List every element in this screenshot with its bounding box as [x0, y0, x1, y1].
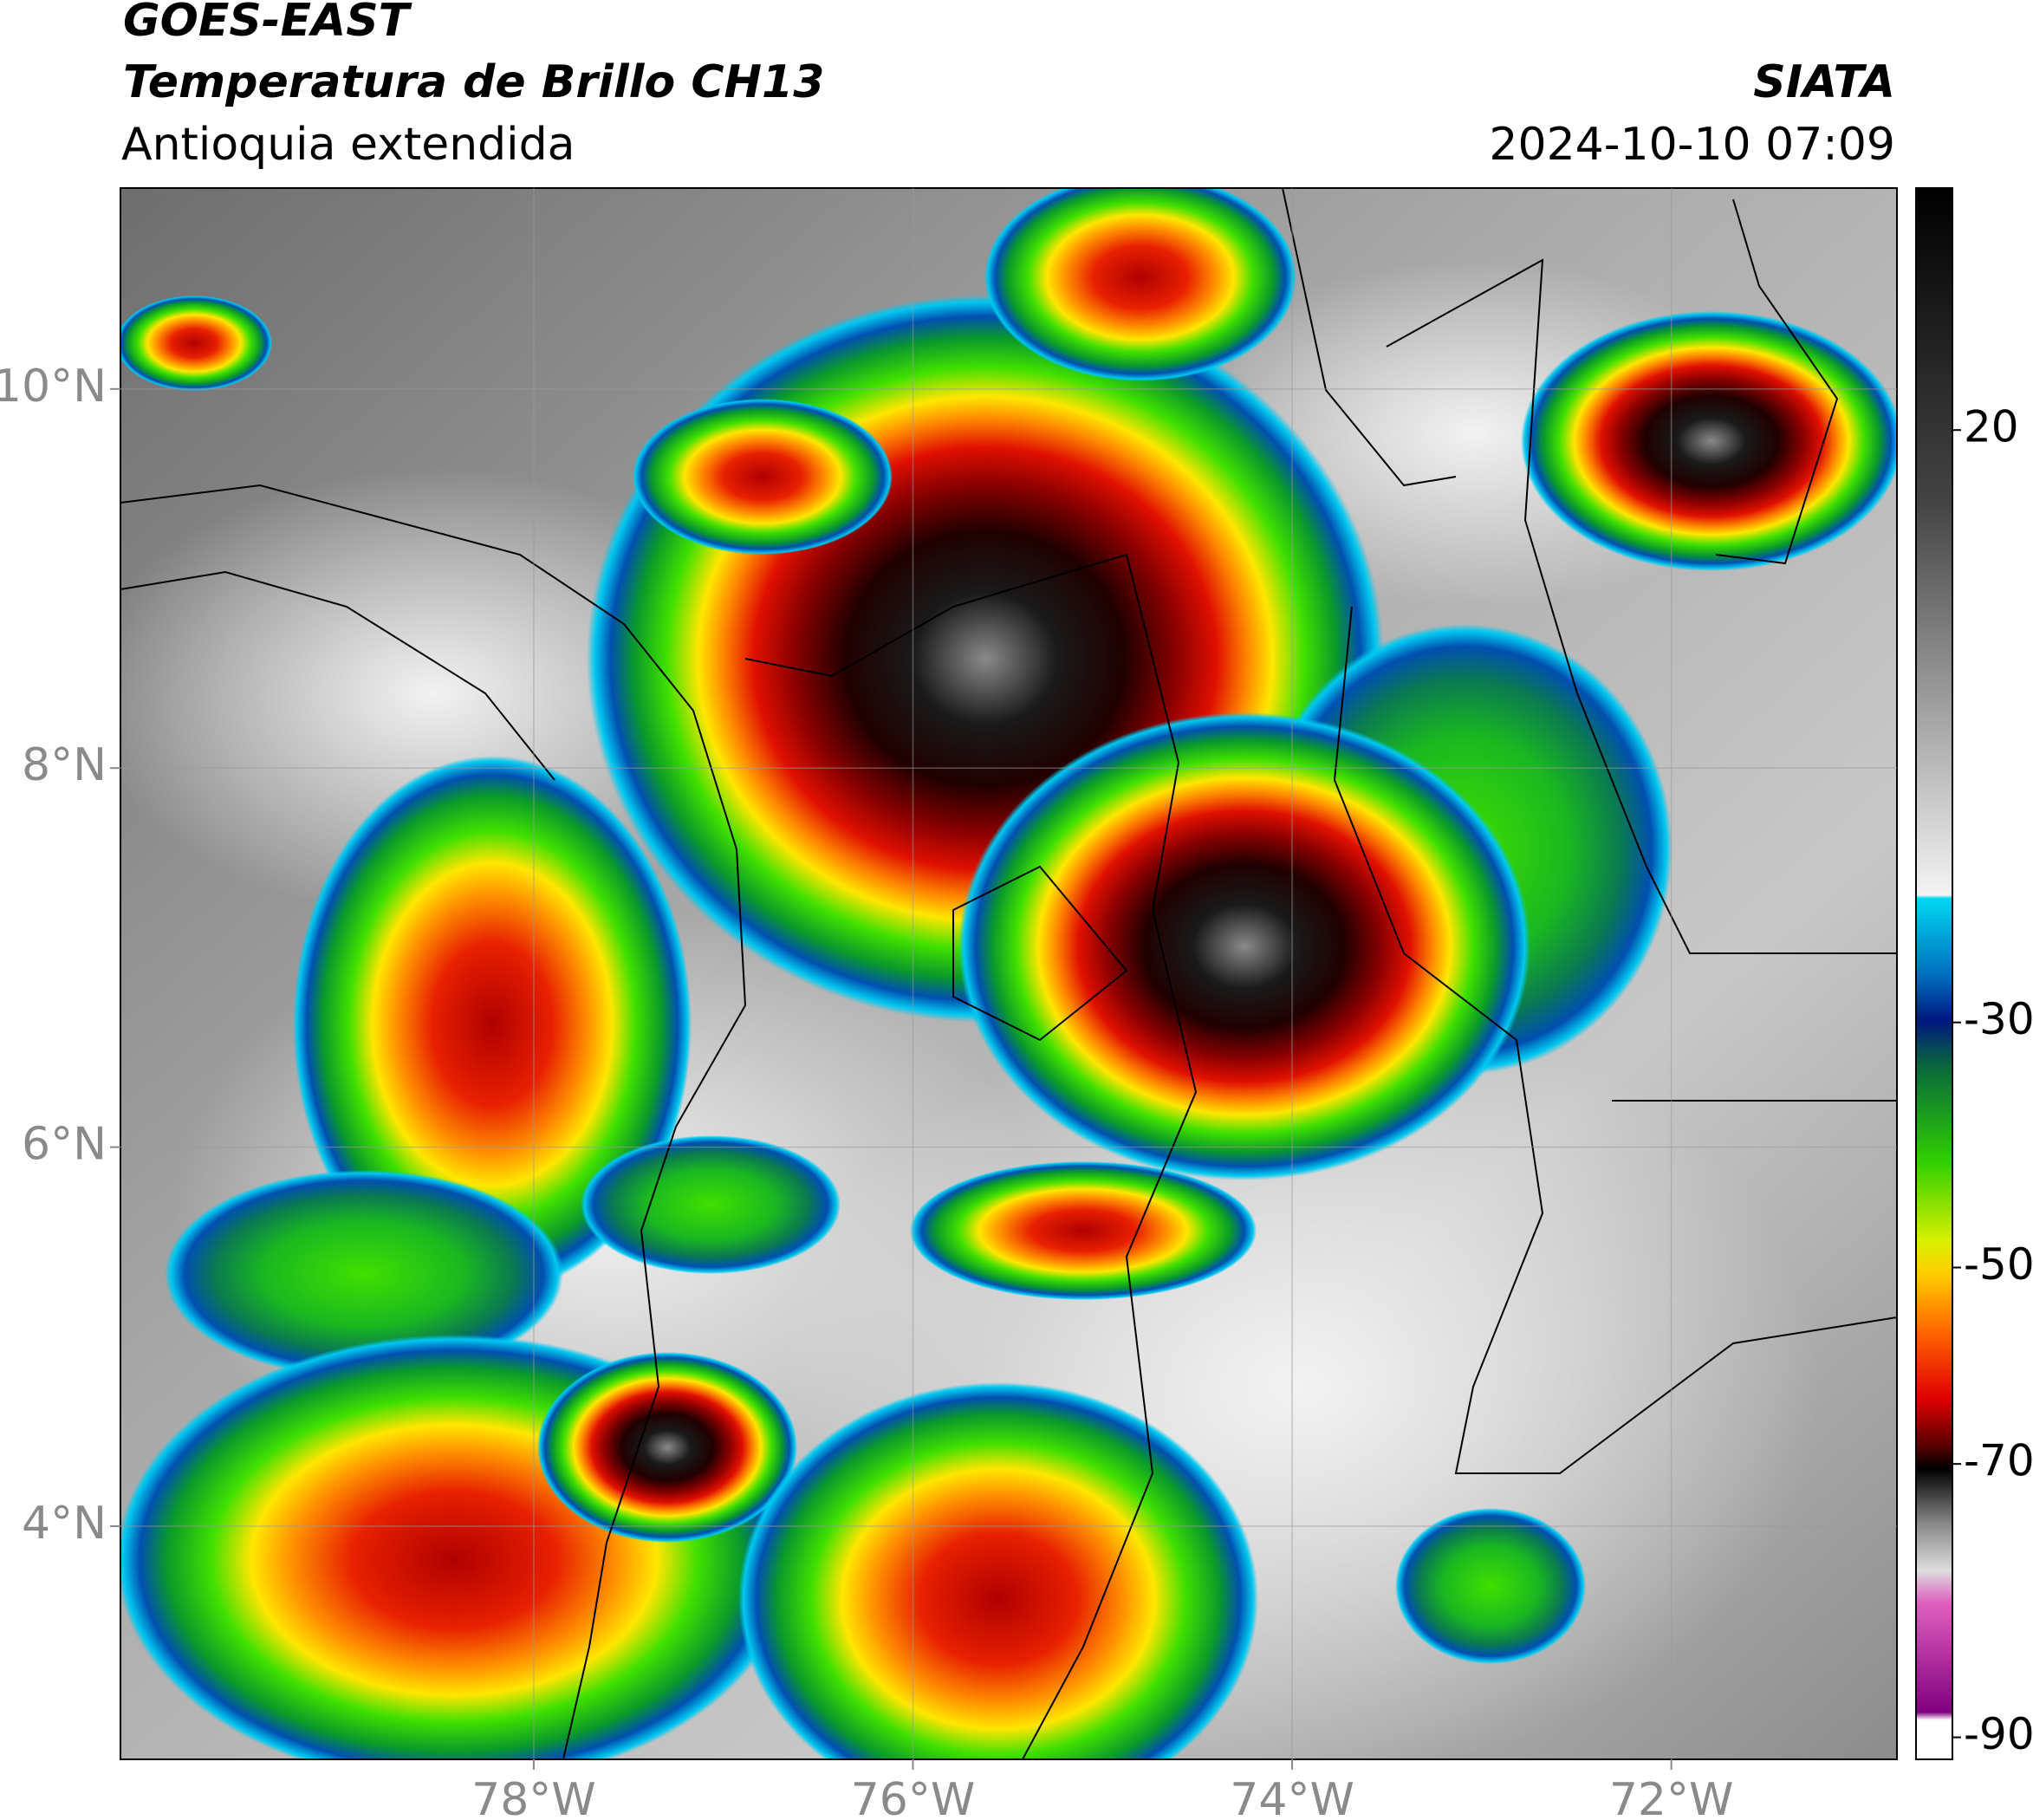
storm — [1395, 1508, 1586, 1664]
storm — [1521, 311, 1897, 571]
storm — [958, 712, 1530, 1180]
source: SIATA — [1753, 56, 1895, 108]
storm — [910, 1161, 1257, 1300]
lat-tick-label: 8°N — [22, 739, 107, 791]
storm — [633, 399, 893, 555]
datetime: 2024-10-10 07:09 — [1489, 119, 1895, 171]
storm — [293, 756, 692, 1293]
map-frame — [120, 187, 1898, 1760]
storm — [581, 1135, 841, 1274]
colorbar-tick-label: -30 — [1964, 994, 2033, 1044]
title: GOES-EAST — [123, 0, 412, 47]
lat-tick-label: 4°N — [22, 1498, 107, 1550]
lat-tick-label: 6°N — [22, 1119, 107, 1171]
region: Antioquia extendida — [121, 119, 575, 171]
colorbar-tick-label: -90 — [1964, 1709, 2033, 1759]
colorbar-tick-label: 20 — [1964, 402, 2019, 452]
storm — [738, 1382, 1258, 1759]
lat-tick-label: 10°N — [0, 361, 107, 413]
colorbar — [1915, 187, 1953, 1760]
map — [120, 188, 1897, 1759]
storm — [165, 1170, 563, 1378]
lon-tick-label: 72°W — [1609, 1774, 1734, 1820]
subtitle: Temperatura de Brillo CH13 — [123, 56, 824, 108]
lon-tick-label: 78°W — [471, 1774, 596, 1820]
storm — [120, 296, 272, 391]
storm — [984, 188, 1296, 381]
storm — [537, 1352, 797, 1543]
colorbar-tick-label: -50 — [1964, 1239, 2033, 1290]
colorbar-tick-label: -70 — [1964, 1436, 2033, 1486]
lon-tick-label: 74°W — [1230, 1774, 1354, 1820]
lon-tick-label: 76°W — [851, 1774, 976, 1820]
